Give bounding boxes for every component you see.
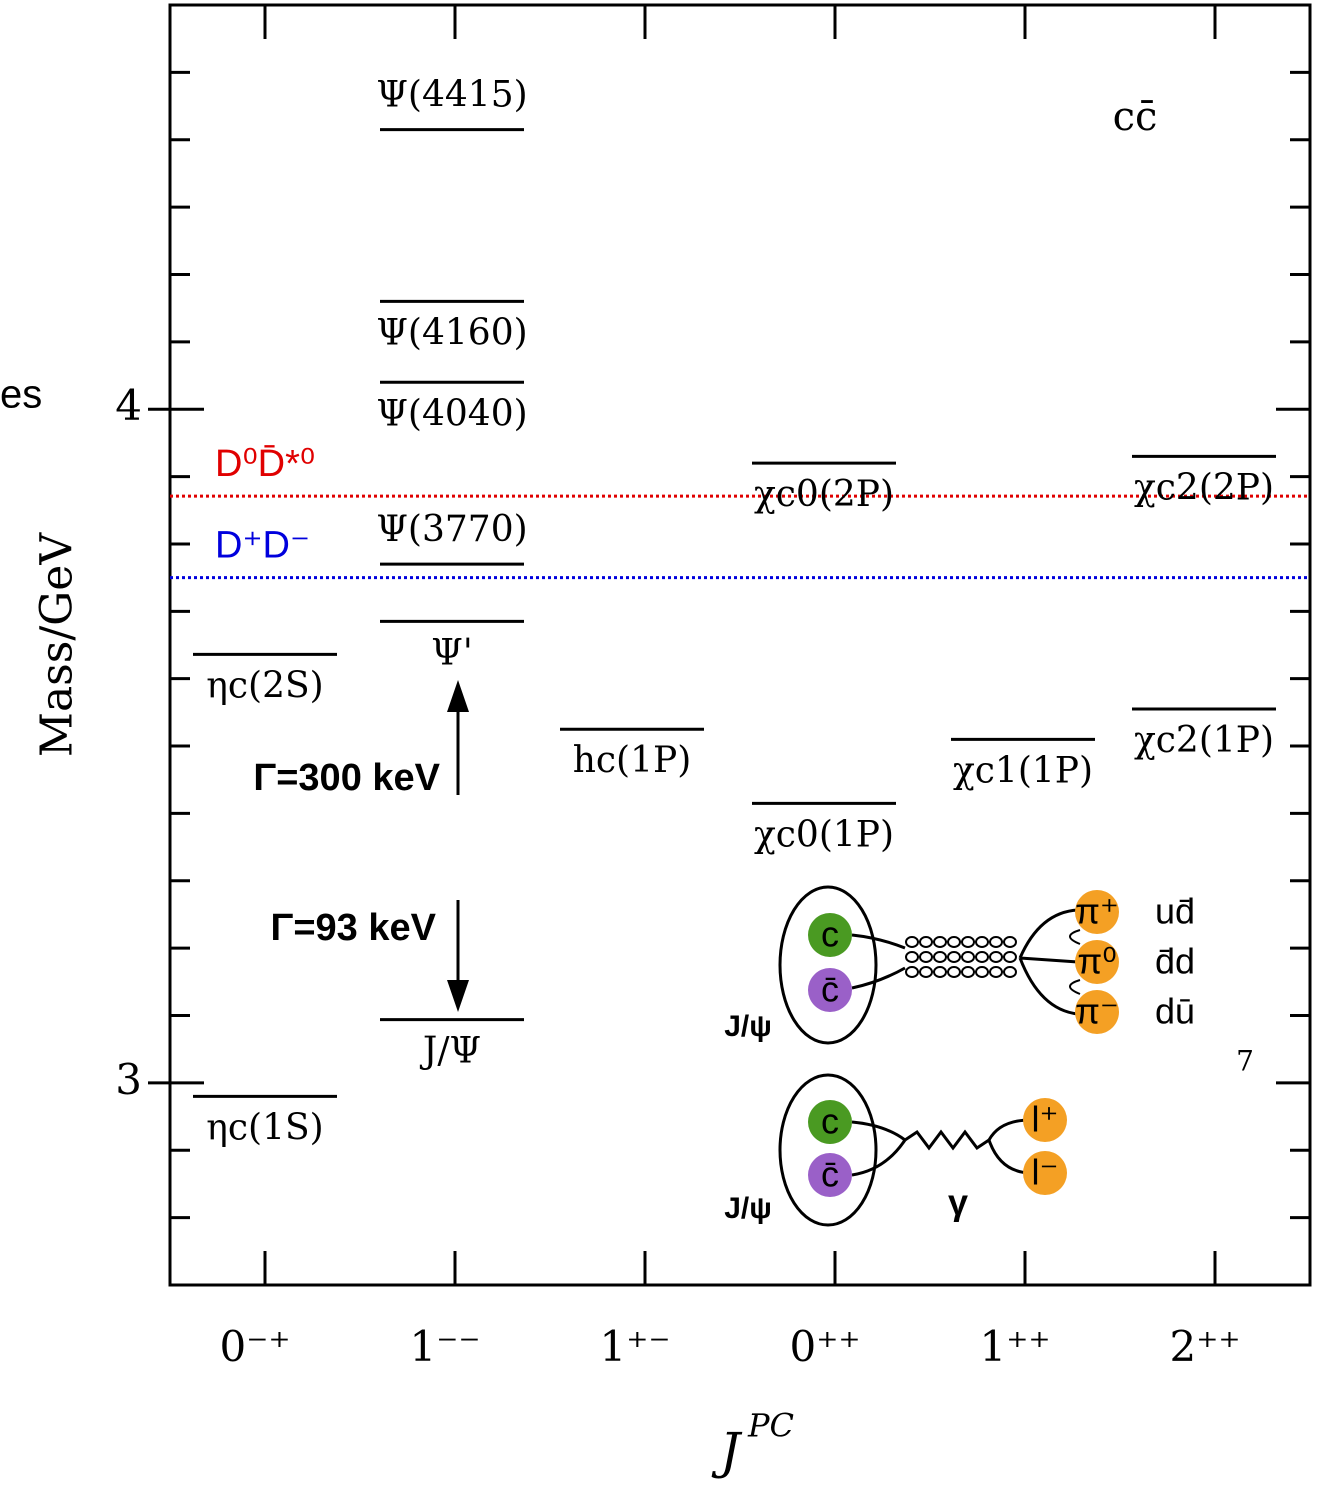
gluon-coil [919,966,933,978]
lepton [1023,1151,1067,1195]
cut-text: es [0,373,42,417]
level-label: Ψ(4160) [376,312,527,353]
pion [1075,990,1119,1034]
quark-label: c [821,1101,839,1142]
level-label: Ψ(4415) [376,75,527,116]
x-tick-label: 1⁺⁻ [599,1322,670,1371]
pion-label: π⁺ [1075,891,1119,932]
level-label: J/Ψ [419,1031,481,1072]
gluon-coil [1003,936,1017,948]
lepton-label: l⁻ [1032,1152,1059,1193]
gluon-coil [933,966,947,978]
x-tick-label: 1⁺⁺ [979,1322,1050,1371]
antiquark [808,1153,852,1197]
arrow-head [447,680,469,712]
photon [904,1129,990,1151]
antiquark [808,968,852,1012]
meson-label: J/ψ [724,1010,772,1043]
quark-content: dū [1155,991,1195,1032]
boson-label: γ [948,1182,968,1223]
quark-label: c [821,914,839,955]
gluon-coil [961,951,975,963]
x-tick-label: 1⁻⁻ [409,1322,480,1371]
gluon-coil [933,936,947,948]
x-tick-label: 2⁺⁺ [1169,1322,1240,1371]
pion-loop [1069,929,1081,995]
pion [1075,940,1119,984]
lepton-label: l⁺ [1032,1099,1059,1140]
level-label: Ψ(4040) [376,393,527,434]
pion-line [1018,908,1079,1016]
lepton-line [987,1118,1031,1175]
threshold-label: D⁺D⁻ [215,525,310,567]
page-number: 7 [1236,1045,1254,1078]
quark-line [851,1120,907,1177]
gluon-coil [961,966,975,978]
meson-ellipse [778,1073,878,1227]
gluon-coil [905,936,919,948]
threshold-label: D⁰D̄*⁰ [215,443,315,485]
width-label: Γ=300 keV [253,757,440,799]
level-label: χc2(1P) [1134,720,1274,761]
pion-label: π⁰ [1077,941,1116,982]
gluon-coil [919,936,933,948]
antiquark-label: c̄ [821,1154,839,1195]
gluon-coil [905,966,919,978]
level-label: χc1(1P) [953,750,1093,791]
gluon-coil [961,936,975,948]
pion [1075,890,1119,934]
gluon-coil [975,951,989,963]
leptonic-diagram [778,1073,1067,1227]
arrow-head [447,980,469,1012]
pion-label: π⁻ [1075,991,1119,1032]
gluon-coil [989,966,1003,978]
gluon-coil [975,936,989,948]
level-label: ηc(2S) [206,665,323,706]
flavor-label: cc̄ [1113,94,1158,140]
lepton [1023,1098,1067,1142]
gluon-coil [989,936,1003,948]
level-label: hc(1P) [573,740,692,781]
y-tick-label: 3 [115,1055,142,1104]
level-label: Ψ' [431,632,472,673]
gluon-coil [947,951,961,963]
quark-content: d̄d [1155,941,1195,982]
gluon-coil [989,951,1003,963]
gluon-coil [1003,951,1017,963]
level-label: Ψ(3770) [376,509,527,550]
x-tick-label: 0⁺⁺ [789,1322,860,1371]
gluon-coil [933,951,947,963]
level-label: χc2(2P) [1134,467,1274,508]
gluon-coil [975,966,989,978]
quark [808,1100,852,1144]
gluon-coil [905,951,919,963]
meson-ellipse [778,885,878,1045]
y-axis-label: Mass/GeV [32,532,83,757]
x-tick-label: 0⁻⁺ [219,1322,290,1371]
x-axis-label-superscript: PC [747,1407,794,1445]
gluon-coil [947,936,961,948]
gluon-coil [1003,966,1017,978]
quark-line [851,933,906,990]
meson-label: J/ψ [724,1192,772,1225]
antiquark-label: c̄ [821,969,839,1010]
level-label: χc0(2P) [754,474,894,515]
plot-frame [168,3,1312,1287]
hadronic-diagram [778,885,1119,1045]
gluon-coil [919,951,933,963]
level-label: χc0(1P) [754,814,894,855]
quark-content: ud̄ [1155,891,1195,932]
quark [808,913,852,957]
gluon-coil [947,966,961,978]
y-tick-label: 4 [115,381,142,430]
level-label: ηc(1S) [206,1107,323,1148]
x-axis-label: J [711,1422,743,1480]
width-label: Γ=93 keV [271,907,437,949]
